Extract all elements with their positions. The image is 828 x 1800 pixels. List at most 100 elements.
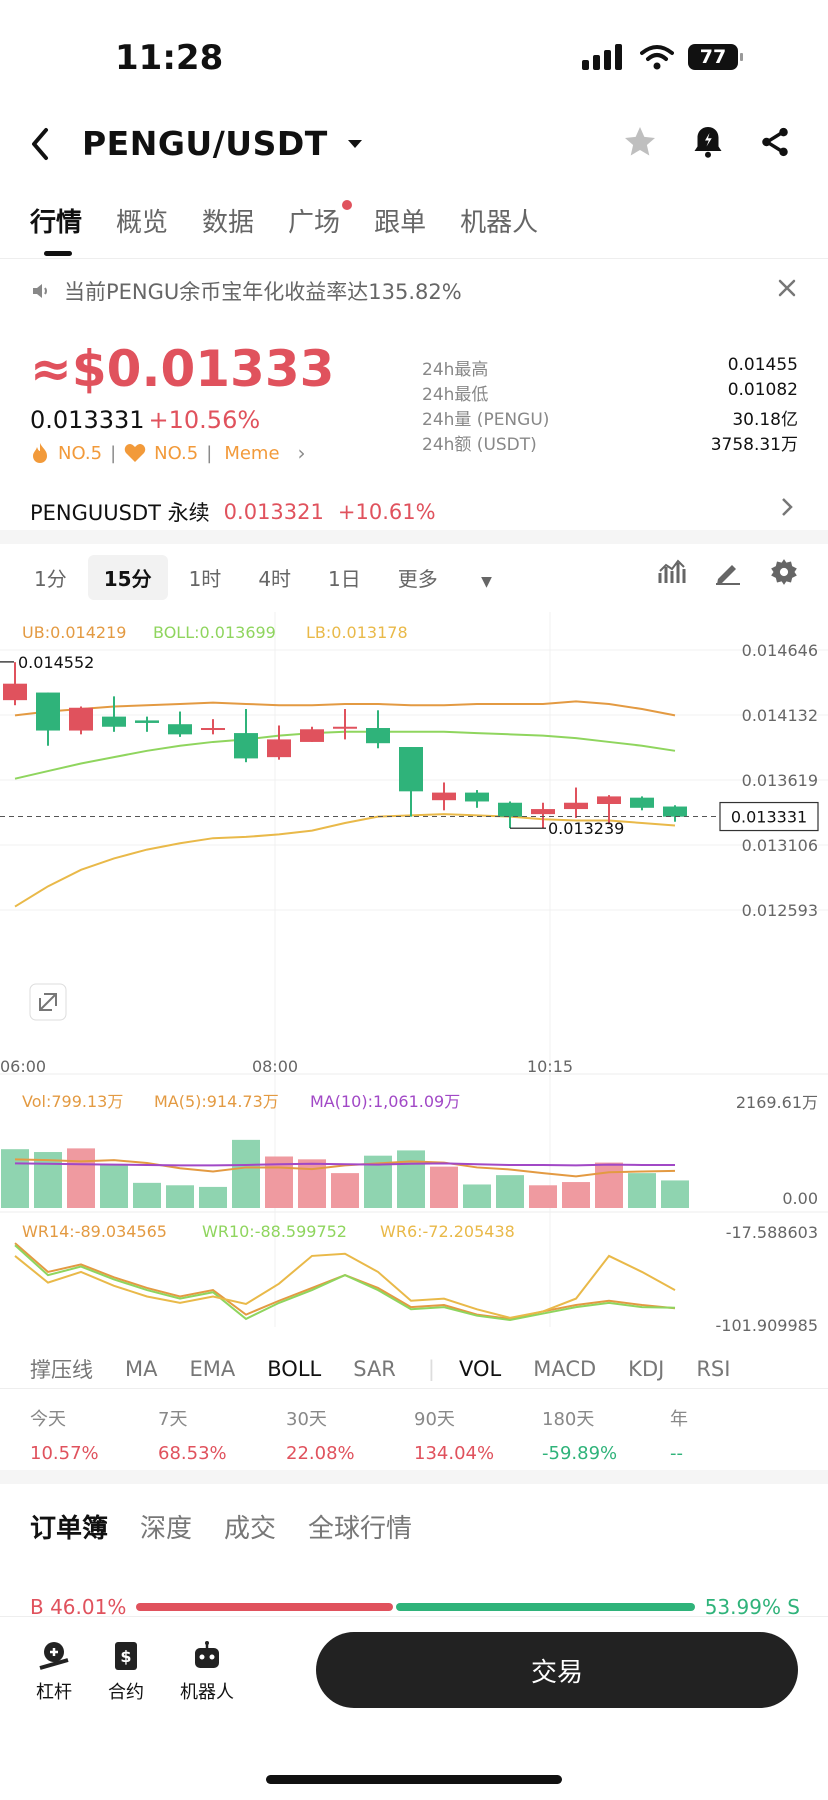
nav-margin[interactable]: 杠杆 [36, 1640, 72, 1704]
nav-bots[interactable]: 机器人 [180, 1640, 234, 1704]
volume-bar [100, 1164, 128, 1208]
settings-gear-icon[interactable] [770, 558, 798, 586]
stat-value: 3758.31万 [710, 435, 798, 455]
divider [0, 1616, 828, 1617]
candle-body [234, 733, 258, 759]
more-label: 更多 [397, 567, 438, 591]
indicator-icon[interactable] [658, 559, 686, 585]
main-plot: 0.014646 0.014132 0.013619 0.013106 0.012593… [0, 641, 819, 1076]
main-tabs: 行情 概览 数据 广场 跟单 机器人 [30, 200, 572, 239]
chevron-right-icon: › [297, 441, 306, 465]
buy-sell-ratio: B 46.01% 53.99% S [30, 1595, 800, 1619]
timeframe-1d[interactable]: 1日 [328, 567, 361, 591]
price-alert-button[interactable] [690, 124, 726, 164]
stat-value: 0.01082 [727, 380, 798, 400]
perf-value: 10.57% [30, 1443, 99, 1464]
tab-overview[interactable]: 概览 [116, 208, 169, 238]
candle-body [102, 716, 126, 727]
trade-button[interactable]: 交易 [316, 1632, 798, 1708]
timeframe-15m[interactable]: 15分 [87, 555, 168, 600]
orderbook-tabs: 订单簿 深度 成交 全球行情 [30, 1508, 444, 1545]
nav-futures[interactable]: $ 合约 [108, 1640, 144, 1704]
ind-ema[interactable]: EMA [189, 1357, 236, 1381]
kline-chart[interactable]: 0.014646 0.014132 0.013619 0.013106 0.012593… [0, 612, 828, 1342]
candle-body [399, 747, 423, 792]
ind-vol[interactable]: VOL [458, 1357, 502, 1381]
timeframe-4h[interactable]: 4时 [258, 567, 292, 591]
stat-row: 24h最低 0.01082 [422, 380, 798, 405]
perf-item: 90天 134.04% [414, 1405, 542, 1464]
chart-grid [0, 612, 828, 1327]
ind-boll[interactable]: BOLL [267, 1357, 322, 1381]
close-icon [778, 279, 796, 297]
pair-title: PENGU/USDT [82, 124, 328, 163]
vol-ma5-line [14, 1158, 676, 1178]
candle-body [564, 802, 588, 810]
candle-body [168, 724, 192, 735]
timeframe-1m[interactable]: 1分 [34, 567, 67, 591]
timeframe-bar: 1分 15分 1时 4时 1日 更多 ▼ [34, 555, 566, 600]
candle-body [267, 739, 291, 758]
svg-text:$: $ [120, 1647, 131, 1666]
draw-pencil-icon[interactable] [714, 559, 742, 585]
volume-bar [166, 1185, 194, 1208]
candle-body [630, 797, 654, 808]
ind-kdj[interactable]: KDJ [628, 1357, 665, 1381]
stat-label: 24h量 (PENGU) [422, 410, 550, 430]
volume-bar [232, 1139, 260, 1208]
home-indicator [266, 1775, 562, 1784]
legend-ub: UB:0.014219 [22, 623, 126, 642]
perf-item: 7天 68.53% [158, 1405, 286, 1464]
legend-ma5: MA(5):914.73万 [154, 1092, 279, 1111]
low-marker-label: 0.013239 [548, 819, 624, 838]
pair-selector[interactable]: PENGU/USDT [82, 124, 370, 163]
robot-icon [195, 1641, 219, 1668]
volume-bar [1, 1149, 29, 1208]
perf-label: 今天 [30, 1409, 66, 1430]
ind-support[interactable]: 撑压线 [30, 1358, 93, 1382]
battery-icon: 77 [688, 44, 743, 70]
tab-copy-trade[interactable]: 跟单 [374, 208, 427, 238]
ind-sar[interactable]: SAR [353, 1357, 396, 1381]
perf-item: 180天 -59.89% [542, 1405, 670, 1464]
chevron-left-icon [32, 128, 48, 160]
tab-data[interactable]: 数据 [202, 208, 255, 238]
chart-tools [658, 558, 798, 586]
timeframe-more[interactable]: 更多 ▼ [398, 563, 529, 592]
flame-icon [33, 443, 47, 463]
volume-bar [67, 1148, 95, 1208]
candle-body [333, 726, 357, 729]
tab-square[interactable]: 广场 [288, 200, 353, 239]
favorite-button[interactable] [622, 124, 658, 164]
legend-wr14: WR14:-89.034565 [22, 1222, 167, 1241]
active-tab-indicator [44, 251, 72, 256]
tab-market[interactable]: 行情 [30, 208, 83, 238]
perpetual-row[interactable]: PENGUUSDT 永续 0.013321 +10.61% [30, 497, 436, 527]
volume-bar [496, 1175, 524, 1208]
hot-rank: NO.5 [58, 442, 103, 464]
ind-rsi[interactable]: RSI [696, 1357, 731, 1381]
tab-depth[interactable]: 深度 [140, 1514, 193, 1544]
stat-label: 24h最高 [422, 360, 489, 380]
wifi-icon [640, 45, 674, 70]
back-button[interactable] [28, 126, 52, 171]
caret-down-icon: ▼ [481, 574, 492, 590]
ind-ma[interactable]: MA [125, 1357, 158, 1381]
rank-row[interactable]: NO.5 | NO.5 | Meme › [30, 441, 306, 465]
share-button[interactable] [758, 124, 792, 164]
volume-bar [661, 1180, 689, 1208]
timeframe-1h[interactable]: 1时 [188, 567, 222, 591]
buy-bar [136, 1603, 394, 1611]
tab-bots[interactable]: 机器人 [460, 208, 539, 238]
notice-banner[interactable]: 当前PENGU余币宝年化收益率达135.82% [30, 276, 462, 306]
tab-orderbook[interactable]: 订单簿 [30, 1514, 109, 1544]
tab-global-market[interactable]: 全球行情 [308, 1514, 413, 1544]
y-tick-label: 0.013106 [742, 836, 818, 855]
tab-trades[interactable]: 成交 [224, 1514, 277, 1544]
perf-label: 30天 [286, 1409, 327, 1430]
close-notice-button[interactable] [776, 276, 798, 306]
perf-item: 今天 10.57% [30, 1405, 158, 1464]
bottom-nav: 杠杆 $ 合约 机器人 [36, 1640, 234, 1704]
ind-macd[interactable]: MACD [533, 1357, 597, 1381]
legend-lb: LB:0.013178 [306, 623, 408, 642]
